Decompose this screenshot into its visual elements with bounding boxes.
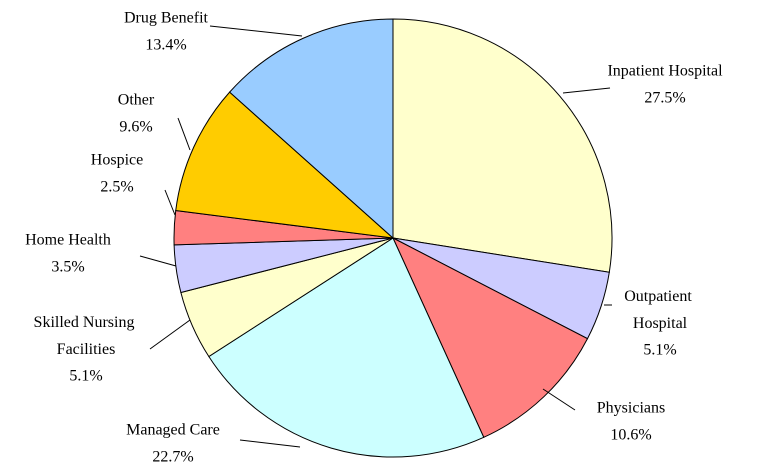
slice-label: Drug Benefit — [124, 10, 209, 27]
value-label: 10.6% — [610, 427, 651, 444]
pie-slice — [228, 18, 394, 240]
label-line: Hospital — [633, 315, 688, 332]
leader-line — [239, 439, 301, 448]
slice-label: Managed Care — [126, 422, 220, 439]
slice-label: Inpatient Hospital — [607, 63, 723, 80]
value-label: 13.4% — [145, 37, 186, 54]
value-label: 5.1% — [643, 342, 676, 359]
slice-label: Physicians — [597, 400, 665, 417]
slice-label: Outpatient Hospital — [624, 288, 696, 332]
pie-slice — [175, 91, 395, 239]
pie-slice — [208, 237, 485, 458]
slice-label: Skilled Nursing Facilities — [34, 314, 139, 358]
value-label: 27.5% — [644, 90, 685, 107]
label-line: Outpatient — [624, 288, 696, 305]
value-label: 22.7% — [152, 449, 193, 463]
slice-label: Hospice — [91, 152, 143, 169]
pie-slice — [391, 236, 589, 438]
value-label: 2.5% — [100, 179, 133, 196]
label-line: Facilities — [57, 341, 116, 358]
slice-label: Other — [118, 92, 155, 109]
pie-slice — [392, 18, 613, 273]
leader-line — [177, 117, 191, 151]
value-label: 3.5% — [51, 259, 84, 276]
leader-line — [209, 25, 303, 37]
leader-line — [164, 189, 176, 216]
value-label: 9.6% — [119, 119, 152, 136]
leader-line — [139, 255, 177, 267]
leader-line — [562, 87, 611, 94]
label-line: Skilled Nursing — [34, 314, 139, 331]
leader-line — [149, 319, 191, 350]
leader-line — [542, 388, 576, 411]
value-label: 5.1% — [69, 368, 102, 385]
slice-label: Home Health — [25, 232, 111, 249]
